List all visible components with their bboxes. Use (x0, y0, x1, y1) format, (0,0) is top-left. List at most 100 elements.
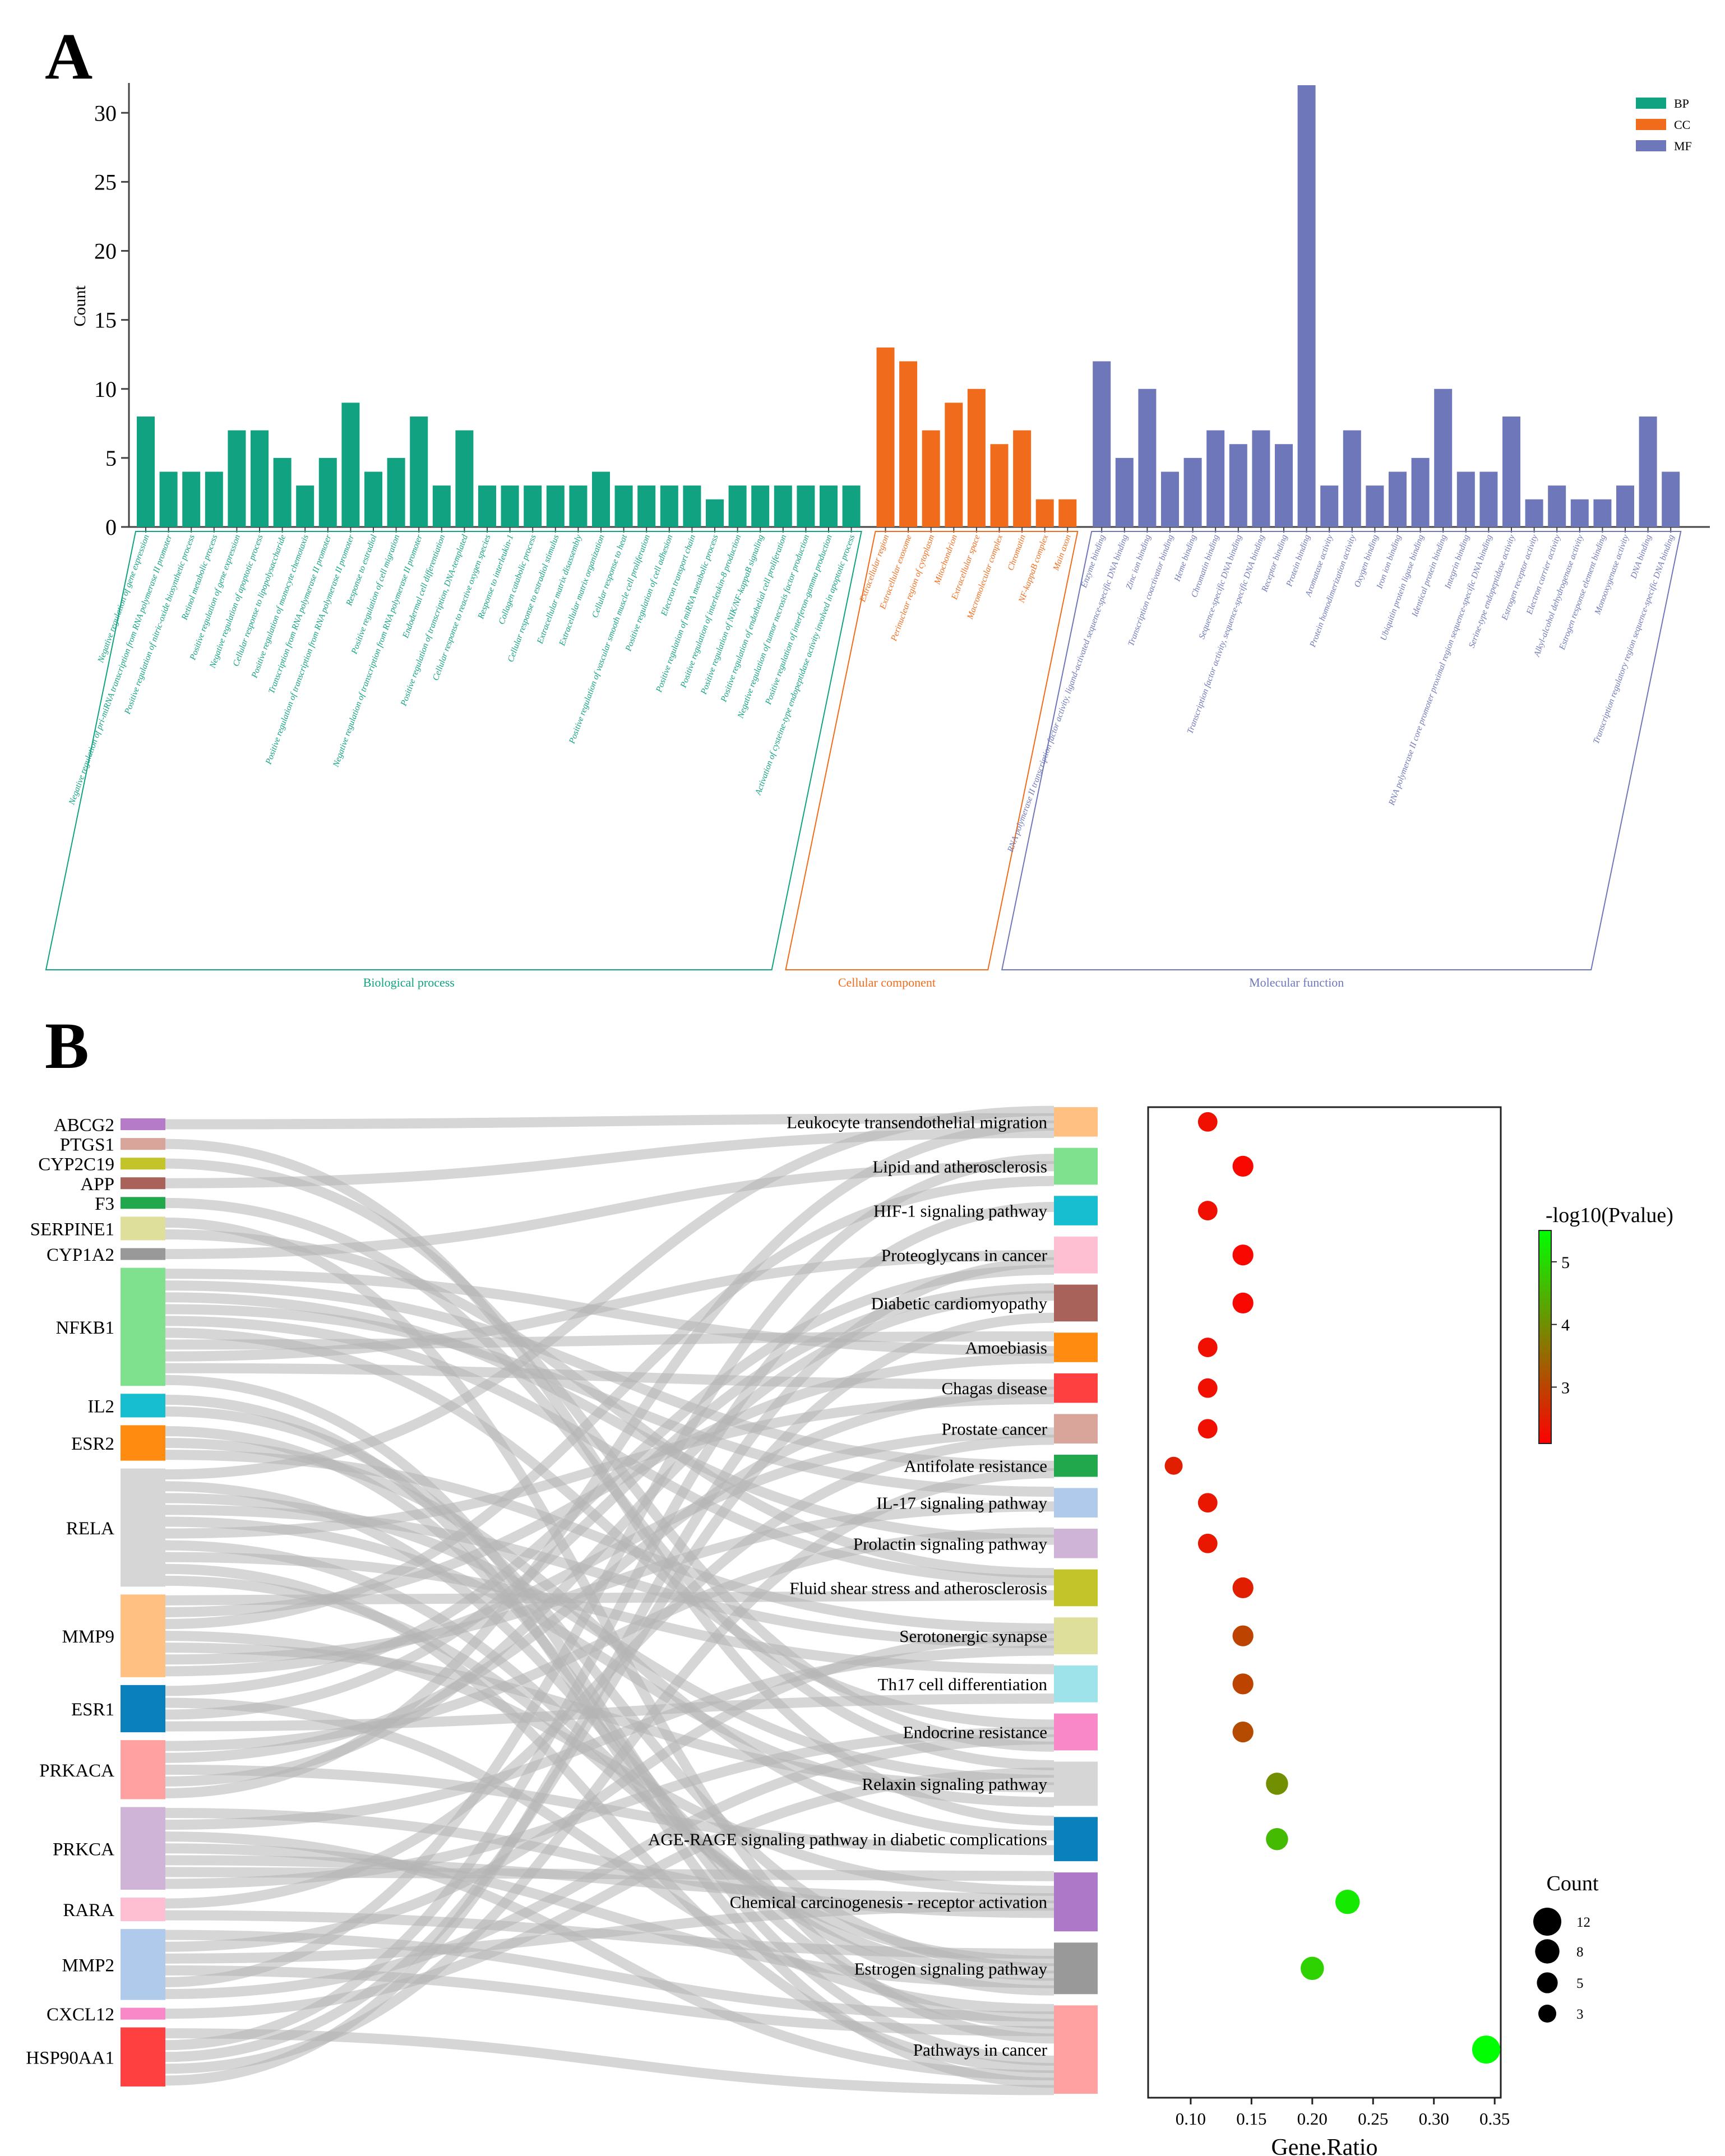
pathway-node (1054, 1196, 1098, 1225)
gene-label: PRKCA (53, 1839, 114, 1859)
x-tick-label: Transcription coactivator binding (1126, 533, 1176, 647)
x-tick-label: Extracellular matrix disassembly (535, 533, 584, 645)
sankey-link (165, 1292, 1055, 1545)
x-tick-label: Main axon (1051, 533, 1073, 572)
pathway-node (1054, 1529, 1098, 1558)
pathway-label: Prolactin signaling pathway (853, 1534, 1048, 1553)
y-tick-label: 30 (94, 100, 117, 126)
legend-label-cc: CC (1674, 118, 1690, 132)
pathway-node (1054, 1373, 1098, 1403)
panel-label-a: A (45, 20, 93, 93)
dot (1232, 1155, 1254, 1177)
pathway-label: Fluid shear stress and atherosclerosis (789, 1578, 1047, 1598)
sankey-link (165, 1363, 1055, 1390)
x-tick-label: Enzyme binding (1079, 533, 1107, 589)
pathway-label: Chemical carcinogenesis - receptor activ… (730, 1893, 1048, 1912)
size-legend-dot (1538, 2004, 1557, 2023)
gene-label: RARA (63, 1900, 114, 1921)
go-bar-chart: 0 5 10 15 20 25 30 Count BP CC MF Negative regulati… (45, 83, 1710, 989)
dot (1335, 1890, 1360, 1914)
gene-node (121, 1898, 165, 1922)
dot (1197, 1338, 1218, 1357)
colorbar-tick-label: 5 (1561, 1253, 1570, 1272)
bar-mf (1456, 471, 1475, 527)
sankey-link (165, 1105, 1055, 1480)
gene-node (121, 1267, 165, 1386)
sankey-link (165, 1120, 1055, 1798)
legend-swatch-cc (1636, 119, 1666, 130)
kegg-dot-plot: 0.10 0.15 0.20 0.25 0.30 0.35 Gene.Ratio -log10… (1147, 1106, 1673, 2156)
bar-mf (1183, 457, 1202, 527)
sankey-link (165, 1154, 1055, 1987)
bar-cc (1058, 499, 1077, 527)
bar-mf (1639, 417, 1657, 527)
x-tick-label: Endodermal cell differentiation (401, 533, 447, 640)
dot (1232, 1292, 1254, 1314)
bar-cc (1013, 430, 1032, 527)
x-tick-label: 0.25 (1358, 2109, 1388, 2129)
size-legend-label: 12 (1576, 1915, 1590, 1930)
size-legend-label: 8 (1576, 1945, 1584, 1960)
size-legend-label: 3 (1576, 2007, 1584, 2022)
legend-label-mf: MF (1674, 139, 1692, 153)
sankey-link (165, 1900, 1055, 1964)
sankey-link (165, 1202, 1055, 2051)
sankey-links (165, 1105, 1055, 2095)
x-tick-label: Mitochondrion (932, 533, 959, 586)
bar-bp (546, 485, 565, 527)
dot (1197, 1112, 1218, 1132)
pathway-label: HIF-1 signaling pathway (873, 1201, 1047, 1221)
pathway-label: Amoebiasis (965, 1338, 1047, 1358)
gene-label: SERPINE1 (30, 1219, 114, 1239)
gene-label: F3 (95, 1194, 114, 1214)
bar-cc (945, 402, 963, 527)
pathway-label: Endocrine resistance (903, 1723, 1047, 1742)
gene-node (121, 1929, 165, 2000)
gene-node (121, 1138, 165, 1150)
x-tick-label: DNA binding (1629, 533, 1653, 580)
bar-bp (524, 485, 542, 527)
dot (1266, 1827, 1288, 1850)
pathway-label: Lipid and atherosclerosis (872, 1156, 1047, 1176)
bar-bp (341, 402, 360, 527)
y-tick-label: 15 (94, 308, 117, 333)
sankey-link (165, 1312, 1055, 2062)
pathway-node (1054, 1455, 1098, 1477)
bar-mf (1252, 430, 1270, 527)
bar-mf (1411, 457, 1430, 527)
bar-cc (899, 361, 918, 527)
x-tick-label: Ubiquitin protein ligase binding (1379, 533, 1426, 642)
sankey-link (165, 1831, 1055, 2081)
gene-node (121, 1685, 165, 1733)
gene-node (121, 1468, 165, 1587)
y-tick-label: 20 (94, 239, 117, 264)
bar-bp (364, 471, 382, 527)
pathway-node (1054, 1284, 1098, 1322)
colorbar-tick-label: 3 (1561, 1378, 1570, 1397)
sankey-link (165, 1269, 1055, 1357)
gene-node (121, 1594, 165, 1677)
bar-bp (751, 485, 770, 527)
bar-cc (1035, 499, 1054, 527)
bar-bp (478, 485, 496, 527)
colorbar-tick-label: 4 (1561, 1316, 1570, 1335)
sankey-link (165, 1331, 1055, 1350)
bar-bp (296, 485, 315, 527)
bar-bp (728, 485, 747, 527)
bar-bp (182, 471, 201, 527)
gene-node (121, 1807, 165, 1890)
dot (1301, 1956, 1324, 1981)
legend-label-bp: BP (1674, 96, 1689, 110)
bar-bp (797, 485, 815, 527)
gene-label: CYP1A2 (47, 1245, 114, 1265)
pathway-node (1054, 2005, 1098, 2094)
colorbar (1538, 1230, 1552, 1444)
x-tick-label: 0.20 (1297, 2109, 1328, 2129)
bar-bp (410, 417, 428, 527)
sankey-link (165, 1427, 1055, 1677)
sankey-link (165, 1843, 1055, 1988)
legend-swatch-bp (1636, 98, 1666, 109)
x-tick-label: Sequence-specific DNA binding (1197, 533, 1243, 640)
pathway-node (1054, 1713, 1098, 1751)
pathway-label: Leukocyte transendothelial migration (787, 1112, 1047, 1132)
